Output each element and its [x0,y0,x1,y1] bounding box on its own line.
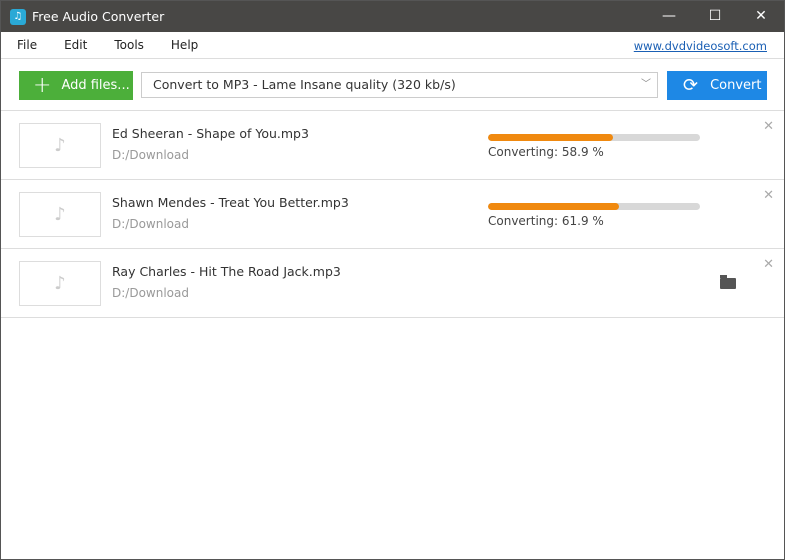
progress-fill [488,203,620,210]
refresh-icon: ⟳ [683,75,699,96]
file-row[interactable]: ♪ Ray Charles - Hit The Road Jack.mp3 D:… [1,249,784,318]
add-files-button[interactable]: + Add files... [19,71,133,100]
file-row[interactable]: ♪ Ed Sheeran - Shape of You.mp3 D:/Downl… [1,111,784,180]
close-button[interactable]: ✕ [755,8,767,24]
convert-label: Convert [710,78,762,93]
window-title: Free Audio Converter [32,9,165,24]
remove-file-icon[interactable]: ✕ [763,188,774,203]
add-files-label: Add files... [61,78,130,93]
chevron-down-icon: ﹀ [641,79,651,90]
status-text: Converting: 58.9 % [488,145,604,159]
convert-button[interactable]: ⟳ Convert [667,71,767,100]
file-name: Shawn Mendes - Treat You Better.mp3 [112,195,349,210]
toolbar: + Add files... Convert to MP3 - Lame Insa… [1,59,784,111]
file-name: Ed Sheeran - Shape of You.mp3 [112,126,309,141]
maximize-button[interactable]: ☐ [708,8,722,24]
format-select[interactable]: Convert to MP3 - Lame Insane quality (32… [141,72,658,98]
format-value: Convert to MP3 - Lame Insane quality (32… [153,77,456,92]
music-note-icon: ♪ [19,261,101,306]
folder-icon[interactable] [720,275,736,289]
website-link[interactable]: www.dvdvideosoft.com [633,39,767,53]
file-path: D:/Download [112,217,189,231]
remove-file-icon[interactable]: ✕ [763,119,774,134]
progress-bar [488,203,700,210]
plus-icon: + [33,73,52,98]
file-list: ♪ Ed Sheeran - Shape of You.mp3 D:/Downl… [1,111,784,318]
menu-bar: File Edit Tools Help www.dvdvideosoft.co… [1,32,784,59]
menu-tools[interactable]: Tools [114,38,144,52]
file-path: D:/Download [112,148,189,162]
status-text: Converting: 61.9 % [488,214,604,228]
title-bar: ♫ Free Audio Converter — ☐ ✕ [1,1,784,32]
progress-bar [488,134,700,141]
headphones-icon: ♫ [10,8,26,25]
menu-help[interactable]: Help [170,38,199,52]
music-note-icon: ♪ [19,192,101,237]
file-row[interactable]: ♪ Shawn Mendes - Treat You Better.mp3 D:… [1,180,784,249]
menu-edit[interactable]: Edit [64,38,88,52]
file-path: D:/Download [112,286,189,300]
minimize-button[interactable]: — [662,8,676,24]
music-note-icon: ♪ [19,123,101,168]
file-name: Ray Charles - Hit The Road Jack.mp3 [112,264,341,279]
remove-file-icon[interactable]: ✕ [763,257,774,272]
progress-fill [488,134,613,141]
menu-file[interactable]: File [17,38,38,52]
